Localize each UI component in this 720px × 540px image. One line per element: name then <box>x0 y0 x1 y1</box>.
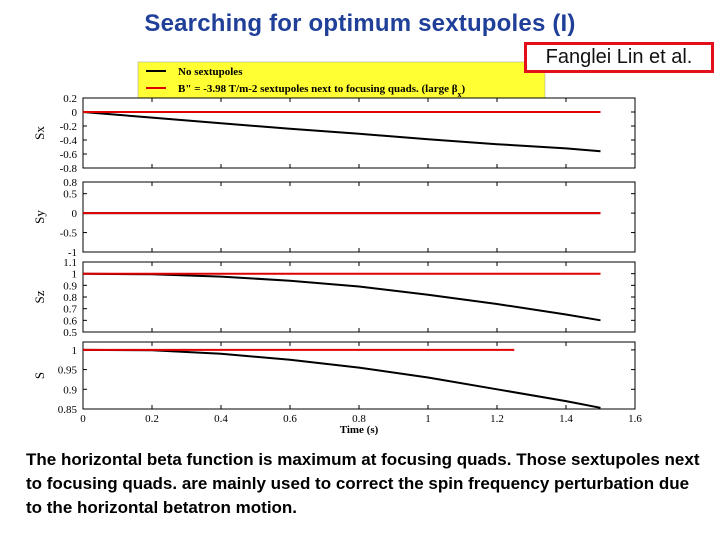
panel-sx: 0.2 0 -0.2 -0.4 -0.6 -0.8 Sx <box>32 93 636 175</box>
y-tick-label: -0.6 <box>60 149 78 161</box>
x-tick-label: 0.8 <box>352 413 366 425</box>
x-tick-label: 0.6 <box>283 413 297 425</box>
y-tick-label: 0 <box>72 208 78 220</box>
y-tick-label: -0.2 <box>60 121 77 133</box>
y-tick-label: 1 <box>72 345 78 357</box>
author-credit: Fanglei Lin et al. <box>524 42 714 73</box>
y-tick-label: 0.7 <box>63 304 77 316</box>
x-axis: 0 0.2 0.4 0.6 0.8 1 1.2 1.4 1.6 Time (s) <box>80 413 642 436</box>
y-axis-label: Sz <box>32 290 47 303</box>
y-tick-label: 0 <box>72 107 78 119</box>
chart-legend: No sextupoles B" = -3.98 T/m-2 sextupoles… <box>137 61 546 99</box>
series-line-no-sextupoles <box>82 348 601 409</box>
series-line-no-sextupoles <box>82 272 601 322</box>
x-tick-label: 1.4 <box>559 413 573 425</box>
x-tick-label: 0.2 <box>145 413 159 425</box>
y-tick-label: 0.9 <box>63 384 77 396</box>
x-axis-label: Time (s) <box>340 424 379 436</box>
x-tick-label: 1.2 <box>490 413 504 425</box>
panel-frame <box>82 181 636 253</box>
slide-caption: The horizontal beta function is maximum … <box>26 450 700 517</box>
y-tick-label: 0.8 <box>63 177 77 189</box>
series-line-no-sextupoles <box>82 111 601 153</box>
legend-label-2: B" = -3.98 T/m-2 sextupoles next to focu… <box>178 83 466 99</box>
y-tick-label: 0.6 <box>63 315 77 327</box>
y-axis-label: Sy <box>32 210 47 224</box>
y-tick-label: 0.9 <box>63 280 77 292</box>
panel-sz: 1.110.90.80.70.60.5 Sz <box>32 257 636 339</box>
x-tick-label: 1 <box>425 413 431 425</box>
y-axis-label: Sx <box>32 126 47 140</box>
y-tick-label: -1 <box>68 247 77 259</box>
panel-sy: 0.80.5 0 -0.5 -1 Sy <box>32 177 636 259</box>
y-tick-label: 0.95 <box>58 365 78 377</box>
slide-title: Searching for optimum sextupoles (I) <box>144 10 576 37</box>
y-tick-label: 0.5 <box>63 189 77 201</box>
y-tick-label: 0.85 <box>58 404 78 416</box>
legend-label-1: No sextupoles <box>178 66 243 78</box>
y-tick-label: 1.1 <box>63 257 77 269</box>
y-tick-label: -0.5 <box>60 228 78 240</box>
y-tick-label: -0.8 <box>60 163 78 175</box>
panel-s: 1 0.95 0.9 0.85 S <box>32 341 636 416</box>
y-axis-label: S <box>32 372 47 379</box>
chart-figure: No sextupoles B" = -3.98 T/m-2 sextupoles… <box>32 61 642 436</box>
y-tick-label: 1 <box>72 269 78 281</box>
panel-frame <box>82 261 636 333</box>
chart-panels: 0.20-0.2-0.4-0.6-0.8Sx0.80.50-0.5-1Sy1.1… <box>32 93 636 416</box>
y-tick-label: -0.4 <box>60 135 78 147</box>
x-tick-label: 1.6 <box>628 413 642 425</box>
y-tick-label: 0.5 <box>63 327 77 339</box>
y-tick-label: 0.8 <box>63 292 77 304</box>
y-tick-label: 0.2 <box>63 93 77 105</box>
legend-box <box>137 61 546 99</box>
x-tick-label: 0.4 <box>214 413 228 425</box>
x-tick-label: 0 <box>80 413 86 425</box>
